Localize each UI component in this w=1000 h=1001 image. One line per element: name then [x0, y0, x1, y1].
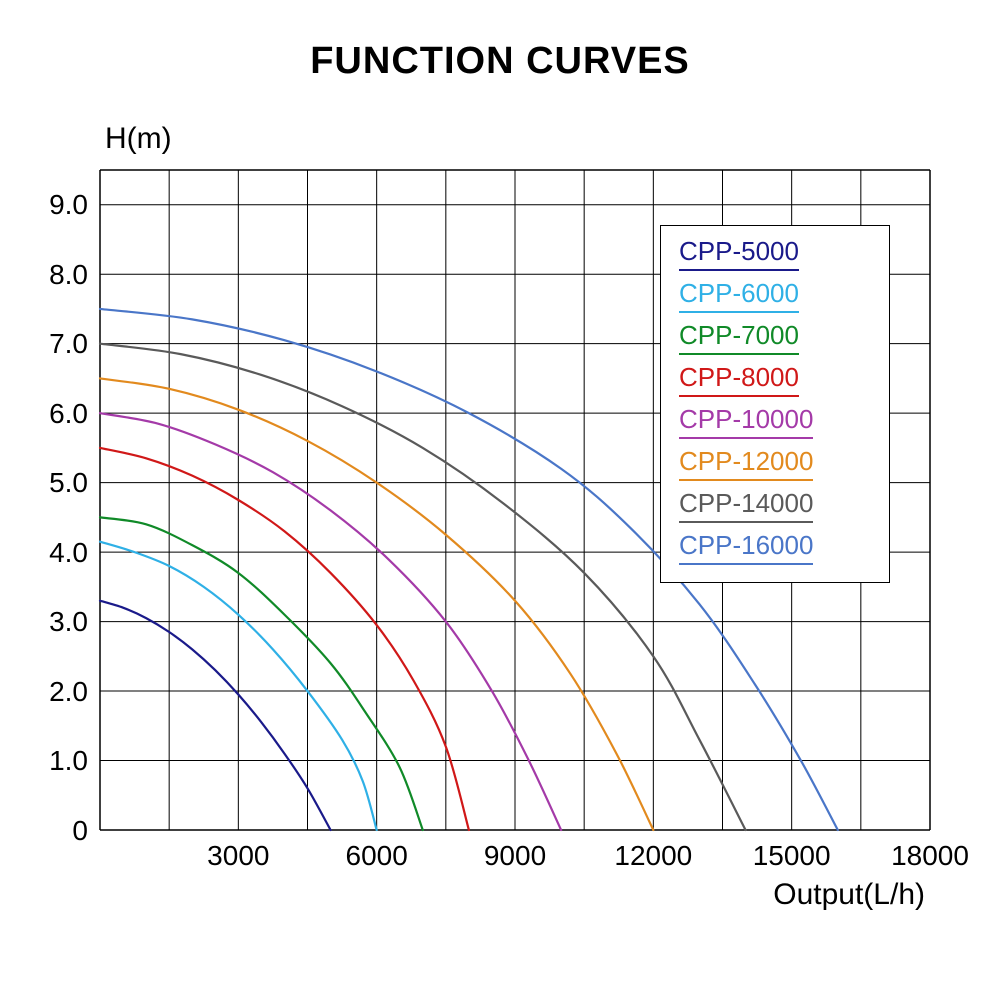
axis-tick: 8.0 [49, 259, 88, 291]
axis-tick: 0 [72, 815, 88, 847]
legend-item-cpp-12000: CPP-12000 [679, 446, 813, 481]
legend-item-cpp-10000: CPP-10000 [679, 404, 813, 439]
axis-tick: 2.0 [49, 676, 88, 708]
axis-tick: 3000 [207, 840, 269, 872]
axis-tick: 18000 [891, 840, 969, 872]
axis-tick: 7.0 [49, 328, 88, 360]
legend-item-cpp-14000: CPP-14000 [679, 488, 813, 523]
legend-item-cpp-5000: CPP-5000 [679, 236, 799, 271]
axis-tick: 6000 [346, 840, 408, 872]
axis-tick: 3.0 [49, 606, 88, 638]
axis-tick: 9.0 [49, 189, 88, 221]
page-root: FUNCTION CURVES H(m) Output(L/h) CPP-500… [0, 0, 1000, 1001]
axis-tick: 12000 [614, 840, 692, 872]
axis-tick: 15000 [753, 840, 831, 872]
axis-tick: 4.0 [49, 537, 88, 569]
legend-item-cpp-16000: CPP-16000 [679, 530, 813, 565]
axis-tick: 9000 [484, 840, 546, 872]
series-cpp-7000 [100, 517, 423, 830]
series-cpp-14000 [100, 344, 746, 830]
legend-box: CPP-5000 CPP-6000 CPP-7000 CPP-8000 CPP-1000… [660, 225, 890, 583]
series-cpp-5000 [100, 601, 331, 830]
axis-tick: 5.0 [49, 467, 88, 499]
axis-tick: 1.0 [49, 745, 88, 777]
axis-tick: 6.0 [49, 398, 88, 430]
series-cpp-8000 [100, 448, 469, 830]
legend-item-cpp-6000: CPP-6000 [679, 278, 799, 313]
legend-item-cpp-7000: CPP-7000 [679, 320, 799, 355]
legend-item-cpp-8000: CPP-8000 [679, 362, 799, 397]
